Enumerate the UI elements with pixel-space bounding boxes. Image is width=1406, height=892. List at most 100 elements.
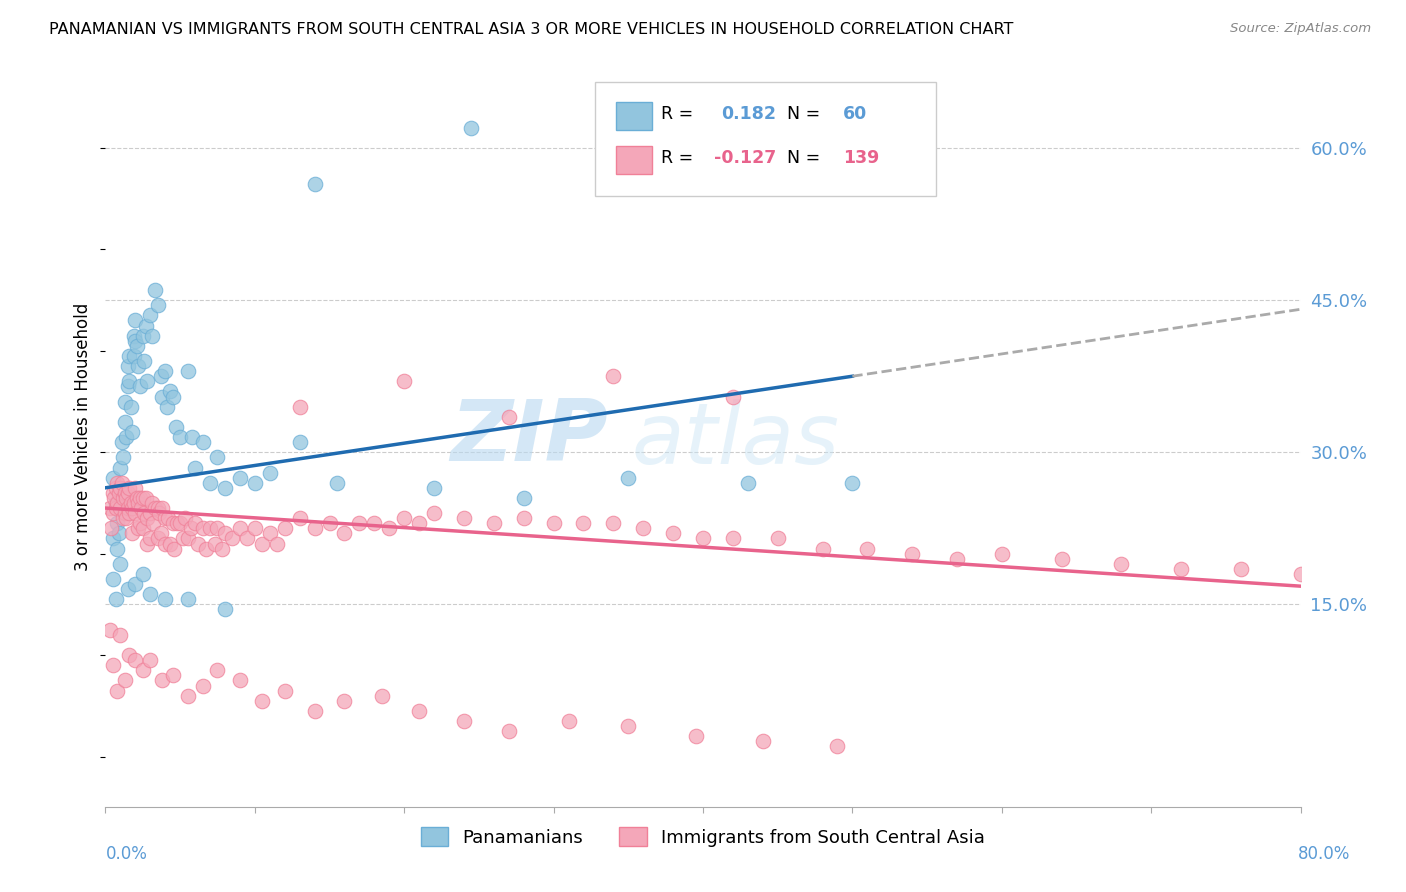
- Point: [101, 506, 124, 520]
- Point: [259, 526, 281, 541]
- Point: [121, 501, 143, 516]
- Point: [737, 475, 759, 490]
- Point: [423, 506, 446, 520]
- Point: [180, 521, 202, 535]
- Point: [146, 501, 169, 516]
- Point: [378, 521, 401, 535]
- Point: [176, 592, 198, 607]
- Point: [162, 390, 184, 404]
- Point: [1170, 562, 1192, 576]
- Point: [129, 501, 153, 516]
- Point: [163, 541, 186, 556]
- Point: [176, 364, 198, 378]
- Point: [112, 450, 135, 465]
- Point: [408, 704, 430, 718]
- Point: [114, 486, 136, 500]
- Point: [136, 536, 159, 550]
- Point: [111, 435, 134, 450]
- Point: [104, 481, 127, 495]
- Point: [132, 566, 155, 581]
- Point: [1111, 557, 1133, 571]
- Point: [453, 714, 475, 728]
- Text: R =: R =: [661, 104, 699, 122]
- Point: [115, 491, 138, 505]
- Point: [134, 354, 156, 368]
- Point: [139, 532, 162, 546]
- Point: [198, 475, 221, 490]
- Point: [143, 501, 166, 516]
- Point: [349, 516, 371, 531]
- Point: [104, 592, 127, 607]
- Point: [211, 541, 233, 556]
- Y-axis label: 3 or more Vehicles in Household: 3 or more Vehicles in Household: [75, 303, 93, 571]
- Point: [114, 673, 136, 688]
- Point: [172, 532, 194, 546]
- Point: [117, 582, 139, 597]
- Point: [184, 516, 207, 531]
- Text: Source: ZipAtlas.com: Source: ZipAtlas.com: [1230, 22, 1371, 36]
- Point: [901, 547, 924, 561]
- Point: [110, 628, 132, 642]
- Point: [155, 364, 177, 378]
- Point: [252, 536, 274, 550]
- Point: [371, 689, 394, 703]
- Point: [142, 516, 165, 531]
- Point: [513, 511, 536, 525]
- Text: 0.182: 0.182: [721, 104, 776, 122]
- Point: [685, 729, 707, 743]
- Text: ZIP: ZIP: [450, 395, 607, 479]
- Point: [572, 516, 595, 531]
- Point: [304, 177, 326, 191]
- Point: [101, 486, 124, 500]
- Point: [103, 491, 125, 505]
- Point: [318, 516, 340, 531]
- Point: [187, 536, 209, 550]
- Point: [946, 551, 969, 566]
- Point: [184, 460, 207, 475]
- Point: [207, 664, 229, 678]
- Point: [169, 430, 191, 444]
- Point: [423, 481, 446, 495]
- Point: [98, 501, 121, 516]
- Point: [326, 475, 349, 490]
- Point: [110, 557, 132, 571]
- Point: [134, 506, 156, 520]
- Point: [100, 521, 122, 535]
- Point: [721, 532, 744, 546]
- Point: [149, 526, 172, 541]
- Point: [125, 339, 148, 353]
- Point: [453, 511, 475, 525]
- Point: [108, 526, 131, 541]
- Point: [118, 648, 141, 662]
- Point: [165, 420, 187, 434]
- Point: [117, 359, 139, 373]
- Point: [236, 532, 259, 546]
- Point: [408, 516, 430, 531]
- Text: R =: R =: [661, 149, 699, 167]
- Point: [136, 374, 159, 388]
- Point: [156, 400, 179, 414]
- Point: [498, 409, 520, 424]
- Point: [111, 475, 134, 490]
- Point: [159, 384, 181, 399]
- Point: [155, 592, 177, 607]
- Point: [1229, 562, 1253, 576]
- Point: [150, 673, 173, 688]
- Point: [363, 516, 385, 531]
- Point: [128, 379, 150, 393]
- Point: [117, 379, 139, 393]
- Point: [856, 541, 879, 556]
- FancyBboxPatch shape: [596, 82, 936, 196]
- Point: [181, 430, 204, 444]
- Point: [117, 486, 139, 500]
- Point: [751, 734, 773, 748]
- Point: [141, 496, 163, 510]
- Point: [120, 496, 142, 510]
- Point: [229, 673, 252, 688]
- Point: [139, 309, 162, 323]
- Point: [214, 526, 236, 541]
- Point: [990, 547, 1012, 561]
- Point: [107, 496, 129, 510]
- Point: [146, 298, 169, 312]
- Point: [811, 541, 834, 556]
